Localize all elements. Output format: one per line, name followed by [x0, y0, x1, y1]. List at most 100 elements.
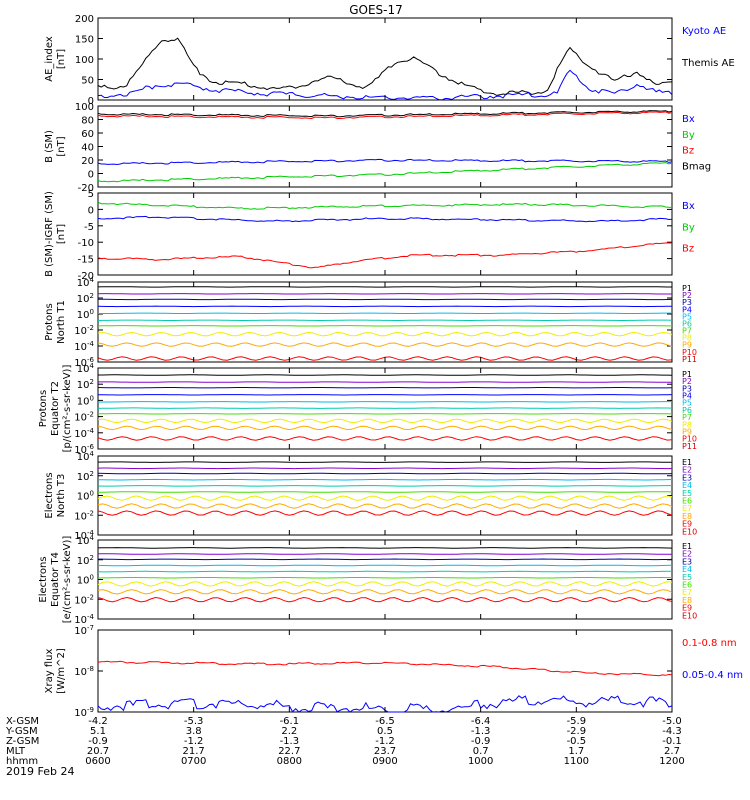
legend-label: P5 [682, 399, 692, 408]
y-axis-label: [e/(cm²-s-sr-keV)] [62, 536, 73, 624]
x-axis-value: 3.8 [186, 726, 202, 737]
y-tick-label: 104 [77, 450, 95, 463]
flux-channel-line [97, 495, 673, 501]
legend-label: E9 [682, 520, 692, 529]
legend-label: E3 [682, 473, 692, 482]
y-tick-label: -20 [78, 183, 94, 194]
panel-bsm: 100 80 60 40 20 0 -20 B (SM) [nT] Bx By Bz Bmag [44, 102, 711, 194]
legend-label: Bz [682, 146, 694, 157]
legend-label: P8 [682, 334, 692, 343]
flux-channel-line [97, 425, 673, 431]
legend-label: 0.05-0.4 nm [682, 670, 743, 681]
legend-label: E7 [682, 504, 692, 513]
flux-channel-line [97, 547, 673, 549]
y-tick-label: 0 [88, 170, 94, 181]
panel-bigrf: 5 0 -5 -10 -15 -20 B (SM)-IGRF (SM) [nT] Bx By Bz [44, 189, 695, 282]
legend-label: P7 [682, 413, 692, 422]
legend-label: E6 [682, 581, 692, 590]
series-line-0-1-0-8-nm [97, 660, 673, 677]
legend-label: P3 [682, 298, 692, 307]
legend-label: Kyoto AE [682, 26, 726, 37]
x-axis-value: 2.2 [281, 726, 297, 737]
y-tick-label: 200 [75, 14, 94, 25]
legend-label: E10 [682, 611, 697, 620]
x-axis-value: 21.7 [183, 746, 205, 757]
flux-channel-line [97, 510, 673, 516]
flux-channel-line [97, 472, 673, 475]
y-tick-label: 0 [88, 96, 94, 107]
y-tick-label: 10-2 [74, 324, 94, 337]
y-tick-label: 100 [75, 55, 94, 66]
y-axis-label: [nT] [56, 49, 67, 69]
flux-channel-line [98, 491, 673, 493]
x-axis-row-label: Y-GSM [5, 726, 38, 737]
legend-label: E8 [682, 512, 692, 521]
x-axis-value: -1.3 [471, 726, 491, 737]
series-line-by [97, 201, 673, 210]
x-axis-table: -4.25.1-0.920.70600-5.33.8-1.221.70700-6… [5, 18, 685, 767]
legend-label: E1 [682, 458, 692, 467]
flux-channel-line [97, 305, 673, 308]
y-tick-label: 100 [75, 102, 94, 113]
flux-channel-line [97, 418, 673, 424]
y-tick-label: 10-2 [74, 593, 94, 606]
legend-label: P5 [682, 312, 692, 321]
flux-channel-line [97, 564, 673, 567]
legend-label: By [682, 222, 695, 233]
x-axis-value: -2.9 [567, 726, 587, 737]
x-axis-row-label: X-GSM [6, 716, 39, 727]
x-axis-value: 0900 [372, 756, 397, 767]
y-axis-label: North T1 [56, 300, 67, 344]
y-tick-label: 100 [77, 394, 94, 407]
y-tick-label: 10-2 [74, 509, 94, 522]
y-tick-label: 40 [81, 143, 94, 154]
y-axis-label: [nT] [56, 136, 67, 156]
legend-label: 0.1-0.8 nm [682, 638, 737, 649]
x-axis-value: 1000 [468, 756, 493, 767]
y-tick-label: 102 [77, 554, 94, 567]
legend-label: E2 [682, 466, 692, 475]
y-tick-label: 5 [88, 189, 94, 200]
legend-label: P1 [682, 284, 692, 293]
x-axis-value: 0600 [85, 756, 110, 767]
legend-label: P7 [682, 327, 692, 336]
flux-channel-line [97, 589, 673, 595]
y-axis-label: Electrons [38, 556, 49, 602]
legend-label: P6 [682, 319, 692, 328]
legend-label: Themis AE [681, 58, 735, 69]
x-axis-value: -5.0 [662, 716, 682, 727]
legend-label: E1 [682, 542, 692, 551]
flux-channel-line [97, 436, 673, 441]
legend-label: P10 [682, 435, 697, 444]
legend-label: E4 [682, 481, 692, 490]
legend-label: E9 [682, 604, 692, 613]
y-tick-label: 104 [77, 362, 95, 375]
panel-frame [97, 539, 673, 620]
legend-label: E7 [682, 588, 692, 597]
x-axis-value: -5.9 [567, 716, 587, 727]
y-tick-label: -5 [84, 222, 94, 233]
legend-label: Bmag [682, 161, 711, 172]
y-tick-label: 10-4 [74, 427, 94, 440]
flux-channel-line [97, 461, 672, 463]
legend-label: P1 [682, 370, 692, 379]
y-tick-label: 10-7 [74, 624, 94, 637]
y-axis-label: Xray flux [44, 649, 55, 694]
legend-label: By [682, 130, 695, 141]
y-axis-label: B (SM)-IGRF (SM) [44, 191, 55, 277]
y-tick-label: -10 [78, 238, 94, 249]
x-axis-value: -0.9 [471, 736, 491, 747]
panel-ae: 200 150 100 50 0 AE_index [nT] Kyoto AE Themis A… [44, 14, 735, 107]
series-line-by [97, 162, 673, 183]
legend-label: P10 [682, 348, 697, 357]
y-axis-label: North T3 [56, 474, 67, 518]
x-axis-value: 20.7 [87, 746, 109, 757]
flux-channel-line [97, 596, 673, 603]
legend-label: P2 [682, 377, 692, 386]
y-tick-label: -20 [78, 271, 94, 282]
